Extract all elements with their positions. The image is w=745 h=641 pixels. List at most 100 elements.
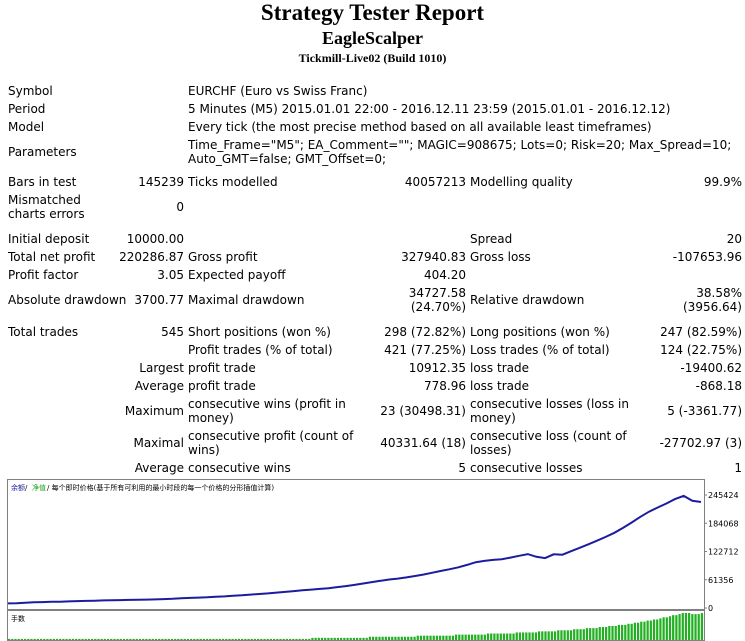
ticks-label: Ticks modelled (188, 175, 278, 189)
maximal-drawdown-percent: (24.70%) (410, 300, 466, 314)
max-consecutive-wins-label: consecutive wins (profit in money) (188, 397, 346, 425)
lot-bar (276, 638, 279, 640)
profit-factor-label: Profit factor (8, 268, 79, 282)
average-loss-label: loss trade (470, 379, 529, 393)
long-positions-value: 247 (82.59%) (660, 325, 742, 339)
profit-trades-label: Profit trades (% of total) (188, 343, 333, 357)
lot-bar (218, 638, 221, 640)
lot-bar (537, 631, 541, 640)
lot-bar (52, 638, 55, 640)
lot-bar (196, 638, 199, 640)
lot-bar (451, 635, 455, 640)
lot-bar (378, 636, 381, 640)
lot-bar (279, 638, 282, 640)
lot-bar (260, 638, 263, 640)
lot-bar (435, 635, 439, 640)
lot-bar (413, 636, 416, 640)
largest-loss-value: -19400.62 (680, 361, 742, 375)
net-profit-value: 220286.87 (119, 250, 184, 264)
largest-profit-value: 10912.35 (408, 361, 466, 375)
lot-bar (688, 613, 691, 640)
lot-bar (231, 638, 234, 640)
parameters-value: Time_Frame="M5"; EA_Comment=""; MAGIC=90… (188, 138, 732, 166)
lot-bar (225, 638, 228, 640)
long-positions-label: Long positions (won %) (470, 325, 610, 339)
lot-bar (442, 635, 445, 640)
lot-bar (221, 638, 225, 640)
loss-trades-label: Loss trades (% of total) (470, 343, 610, 357)
lot-bar (129, 638, 132, 640)
lot-bar (78, 638, 81, 640)
average-profit-value: 778.96 (424, 379, 466, 393)
legend-balance: 余额 (11, 483, 25, 492)
lot-bar (601, 627, 605, 640)
lot-bar (636, 622, 640, 640)
lot-bar (234, 638, 237, 640)
lot-bar (167, 638, 170, 640)
legend-separator: / (25, 484, 28, 492)
lot-bar (525, 632, 528, 640)
lot-bar (419, 635, 423, 640)
lot-bar (263, 638, 266, 640)
lot-bar (177, 638, 180, 640)
lot-bar (557, 630, 560, 640)
avg-consecutive-losses-label: consecutive losses (470, 461, 583, 475)
lot-bar (439, 635, 442, 640)
lot-bar (662, 617, 665, 640)
lot-bar (365, 637, 368, 640)
average-consecutive-label: Average (134, 461, 184, 475)
lot-bar (544, 631, 547, 640)
relative-drawdown-amount: (3956.64) (683, 300, 742, 314)
lot-bar (371, 636, 375, 640)
lot-bar (110, 638, 113, 640)
lot-bar (151, 638, 154, 640)
lot-bar (477, 634, 480, 640)
mismatch-value: 0 (176, 200, 184, 214)
average-profit-label: profit trade (188, 379, 256, 393)
gross-loss-value: -107653.96 (672, 250, 742, 264)
lot-bar (681, 613, 684, 640)
lot-bar (614, 625, 617, 640)
lot-bar (59, 638, 62, 640)
lot-bar (20, 638, 23, 640)
lot-bar (416, 635, 419, 640)
lot-bar (346, 637, 349, 640)
lot-bar (470, 634, 474, 640)
symbol-value: EURCHF (Euro vs Swiss Franc) (188, 84, 368, 98)
lot-bar (608, 625, 611, 640)
lot-bar (467, 634, 470, 640)
lot-bar (697, 614, 700, 640)
y-tick-label: 184068 (708, 519, 739, 528)
lot-bar (474, 634, 477, 640)
ea-name: EagleScalper (322, 28, 423, 48)
lot-bar (292, 638, 295, 640)
report-title: Strategy Tester Report (260, 0, 485, 25)
lot-bar (180, 638, 183, 640)
lot-bar (116, 638, 119, 640)
lot-bar (33, 638, 36, 640)
lot-bar (400, 636, 403, 640)
lot-bar (103, 638, 107, 640)
lot-bar (161, 638, 164, 640)
lot-bar (205, 638, 209, 640)
lot-bar (356, 637, 359, 640)
lot-bar (691, 614, 694, 640)
expected-payoff-label: Expected payoff (188, 268, 286, 282)
quality-value: 99.9% (703, 175, 742, 189)
lot-bar (576, 629, 579, 640)
short-positions-value: 298 (72.82%) (384, 325, 466, 339)
lot-bar (317, 637, 320, 640)
lot-bar (298, 638, 301, 640)
lot-bar (384, 636, 387, 640)
model-value: Every tick (the most precise method base… (188, 120, 652, 134)
model-label: Model (8, 120, 45, 134)
largest-profit-label: profit trade (188, 361, 256, 375)
lot-bar (700, 613, 704, 640)
lot-bar (547, 631, 550, 640)
lot-bar (94, 638, 97, 640)
lot-bar (100, 638, 103, 640)
symbol-label: Symbol (8, 84, 53, 98)
lot-bar (550, 631, 553, 640)
lot-bar (454, 634, 458, 640)
lot-bar (301, 638, 304, 640)
